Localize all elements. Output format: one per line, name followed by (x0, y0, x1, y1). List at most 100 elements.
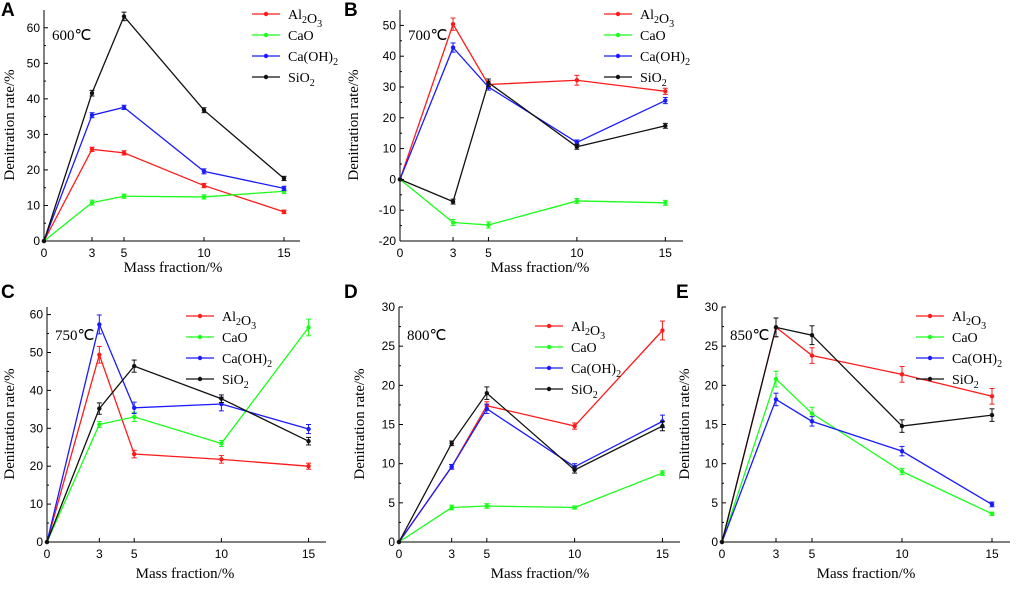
series-cao (397, 177, 668, 229)
series-line (399, 22, 666, 180)
series-line (399, 46, 666, 180)
x-tick-label: 5 (121, 246, 128, 260)
data-point (449, 441, 454, 446)
y-axis-title: Denitration rate/% (352, 368, 368, 479)
legend-item: Ca(OH)2 (604, 50, 690, 68)
data-point (449, 464, 454, 469)
x-tick-label: 3 (89, 246, 96, 260)
temperature-label: 750℃ (55, 328, 94, 344)
panel-c: C 0 3 5 10 15 0 10 20 30 40 50 60 Mass fraction/% Deni… (1, 282, 326, 582)
y-tick-label: 20 (383, 111, 397, 125)
legend-label: SiO2 (571, 383, 598, 401)
panel-e: E 0 3 5 10 15 0 5 10 15 20 25 30 Mass fraction/% Denit… (676, 282, 1010, 582)
legend-label: Ca(OH)2 (571, 362, 621, 380)
series-caoh2 (397, 42, 668, 182)
legend-item: Al2O3 (252, 8, 322, 30)
y-axis-title: Denitration rate/% (2, 69, 18, 180)
data-point (97, 322, 102, 327)
panel-a: A 0 3 5 10 15 0 10 20 30 40 50 60 Mass fraction/% Deni… (1, 0, 338, 276)
data-point (572, 505, 577, 510)
data-point (44, 539, 50, 545)
x-tick-label: 0 (41, 246, 48, 260)
legend-swatch-marker (197, 376, 203, 382)
legend-swatch-marker (197, 334, 203, 340)
data-point (450, 21, 456, 27)
data-point (450, 45, 456, 50)
data-point (484, 390, 490, 396)
data-point (899, 423, 905, 429)
data-point (396, 539, 402, 545)
data-point (449, 505, 454, 510)
data-point (281, 176, 287, 181)
legend-item: SiO2 (604, 71, 667, 89)
y-tick-label: 25 (705, 339, 719, 353)
panel-d: D 0 3 5 10 15 0 5 10 15 20 25 30 Mass fraction/% Denit… (344, 282, 680, 582)
data-point (989, 502, 995, 507)
panel-letter: E (676, 282, 689, 303)
x-tick-label: 15 (302, 547, 316, 561)
series-cao (44, 318, 312, 545)
legend-swatch-marker (546, 344, 552, 350)
data-point (574, 198, 580, 204)
data-point (306, 325, 311, 330)
data-point (663, 98, 668, 103)
legend-swatch-marker (615, 74, 621, 80)
y-axis-title: Denitration rate/% (2, 368, 18, 479)
data-point (486, 80, 491, 85)
panel-letter: C (1, 282, 15, 303)
panel-letter: D (344, 282, 358, 303)
series-sio2 (719, 317, 995, 545)
x-tick-label: 3 (448, 547, 455, 561)
legend-swatch-marker (546, 386, 552, 392)
series-line (43, 106, 285, 242)
legend-item: CaO (252, 29, 314, 44)
series-line (399, 178, 666, 226)
series-caoh2 (396, 403, 665, 545)
legend-label: Ca(OH)2 (288, 50, 338, 68)
legend-item: SiO2 (535, 383, 598, 401)
series-cao (719, 370, 995, 545)
legend-label: Ca(OH)2 (222, 352, 272, 370)
y-tick-label: 30 (382, 300, 396, 314)
legend-item: Al2O3 (604, 8, 674, 30)
y-tick-label: -20 (379, 234, 397, 248)
data-point (131, 405, 137, 411)
y-tick-label: 10 (383, 142, 397, 156)
legend-swatch-marker (263, 11, 269, 17)
x-tick-label: 5 (809, 547, 816, 561)
x-axis-title: Mass fraction/% (491, 260, 590, 276)
data-point (306, 438, 311, 444)
data-point (773, 397, 779, 402)
data-point (281, 186, 287, 191)
x-tick-label: 10 (215, 547, 229, 561)
y-tick-label: 40 (30, 383, 44, 397)
y-tick-label: 10 (30, 497, 44, 511)
x-axis-title: Mass fraction/% (136, 566, 235, 582)
legend-swatch-marker (546, 323, 552, 329)
data-point (484, 406, 490, 412)
data-point (97, 406, 102, 411)
legend-item: SiO2 (186, 373, 249, 391)
series-cao (41, 188, 287, 244)
series-sio2 (41, 11, 287, 244)
x-tick-label: 15 (985, 547, 999, 561)
x-tick-label: 10 (570, 246, 584, 260)
series-sio2 (396, 386, 665, 545)
series-al2o3 (396, 320, 665, 545)
series-line (398, 407, 663, 543)
data-point (809, 333, 815, 338)
legend-item: CaO (916, 331, 978, 346)
temperature-label: 800℃ (407, 328, 446, 344)
series-line (398, 472, 663, 543)
x-tick-label: 5 (131, 547, 138, 561)
legend-swatch-marker (927, 376, 933, 382)
data-point (89, 200, 95, 205)
legend-item: Al2O3 (916, 310, 986, 332)
data-point (121, 105, 127, 110)
x-tick-label: 3 (96, 547, 103, 561)
data-point (773, 325, 779, 330)
data-point (660, 423, 665, 429)
x-tick-label: 10 (568, 547, 582, 561)
